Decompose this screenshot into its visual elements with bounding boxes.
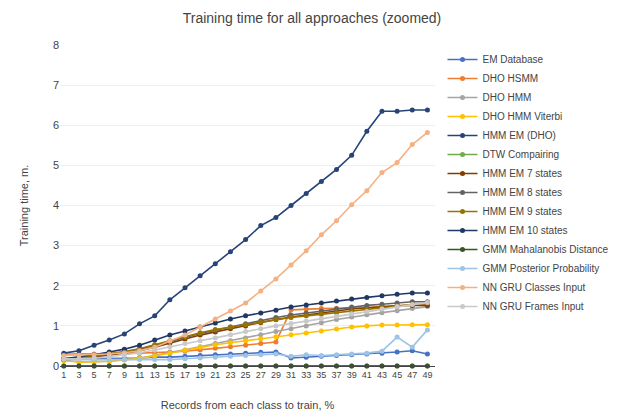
svg-text:DTW Compairing: DTW Compairing [483, 149, 560, 160]
svg-text:DHO HMM Viterbi: DHO HMM Viterbi [483, 111, 563, 122]
svg-text:Records from each class to tra: Records from each class to train, % [161, 399, 335, 411]
svg-text:17: 17 [180, 370, 190, 380]
svg-text:31: 31 [286, 370, 296, 380]
svg-text:35: 35 [316, 370, 326, 380]
svg-text:DHO HMM: DHO HMM [483, 92, 532, 103]
svg-text:4: 4 [53, 199, 59, 211]
svg-text:1: 1 [61, 370, 66, 380]
svg-text:43: 43 [377, 370, 387, 380]
svg-text:21: 21 [210, 370, 220, 380]
svg-text:39: 39 [347, 370, 357, 380]
svg-text:GMM Posterior Probability: GMM Posterior Probability [483, 263, 600, 274]
svg-text:49: 49 [422, 370, 432, 380]
svg-text:GMM Mahalanobis Distance: GMM Mahalanobis Distance [483, 244, 609, 255]
svg-text:2: 2 [53, 280, 59, 292]
svg-text:HMM EM (DHO): HMM EM (DHO) [483, 130, 556, 141]
svg-text:7: 7 [53, 79, 59, 91]
svg-text:HMM EM 8 states: HMM EM 8 states [483, 187, 562, 198]
svg-text:NN GRU Frames Input: NN GRU Frames Input [483, 301, 584, 312]
svg-text:47: 47 [407, 370, 417, 380]
svg-text:3: 3 [53, 239, 59, 251]
svg-text:HMM EM 9 states: HMM EM 9 states [483, 206, 562, 217]
svg-text:1: 1 [53, 320, 59, 332]
svg-text:45: 45 [392, 370, 402, 380]
svg-text:41: 41 [362, 370, 372, 380]
svg-text:27: 27 [256, 370, 266, 380]
svg-text:HMM EM 10 states: HMM EM 10 states [483, 225, 568, 236]
svg-text:7: 7 [107, 370, 112, 380]
svg-text:3: 3 [76, 370, 81, 380]
svg-text:13: 13 [150, 370, 160, 380]
svg-text:DHO HSMM: DHO HSMM [483, 73, 539, 84]
svg-text:0: 0 [53, 360, 59, 372]
svg-text:HMM EM 7 states: HMM EM 7 states [483, 168, 562, 179]
svg-text:9: 9 [122, 370, 127, 380]
svg-text:Training time, m.: Training time, m. [18, 165, 30, 247]
svg-text:33: 33 [301, 370, 311, 380]
svg-text:5: 5 [92, 370, 97, 380]
svg-text:25: 25 [241, 370, 251, 380]
svg-text:29: 29 [271, 370, 281, 380]
svg-text:5: 5 [53, 159, 59, 171]
svg-text:Training time for all approach: Training time for all approaches (zoomed… [183, 10, 442, 26]
svg-text:15: 15 [165, 370, 175, 380]
svg-text:37: 37 [332, 370, 342, 380]
svg-text:11: 11 [135, 370, 144, 380]
svg-text:19: 19 [195, 370, 205, 380]
svg-text:23: 23 [225, 370, 235, 380]
svg-text:8: 8 [53, 39, 59, 51]
svg-text:NN GRU Classes Input: NN GRU Classes Input [483, 282, 586, 293]
svg-text:EM Database: EM Database [483, 54, 544, 65]
svg-text:6: 6 [53, 119, 59, 131]
